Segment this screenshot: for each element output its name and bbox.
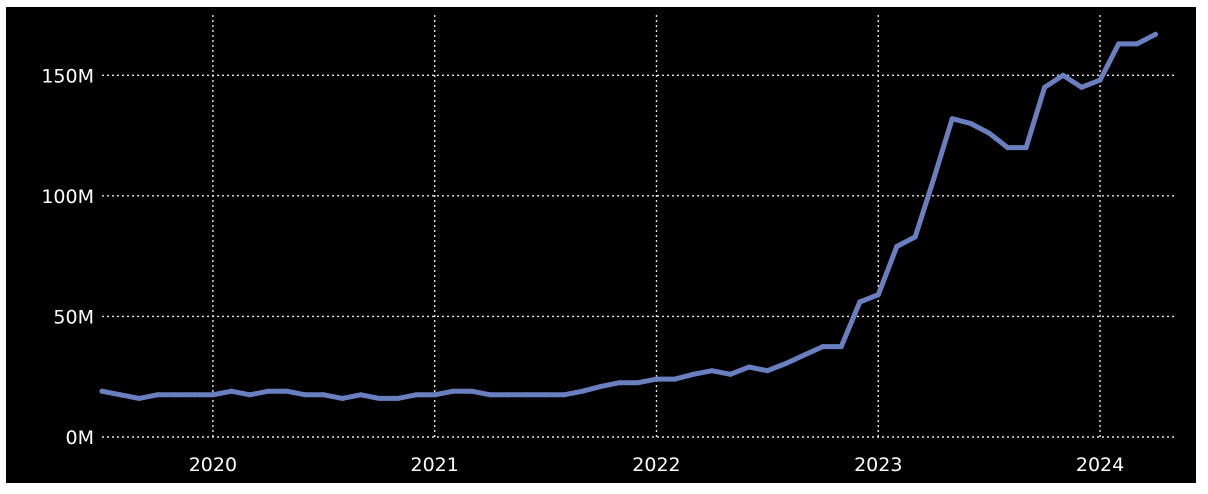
x-tick-label: 2024 (1076, 454, 1124, 476)
data-point (191, 392, 197, 398)
data-point (1042, 84, 1048, 90)
y-axis-labels: 0M 50M 100M 150M (41, 65, 94, 449)
data-point (506, 392, 512, 398)
data-point (1005, 145, 1011, 151)
data-point (1060, 72, 1066, 78)
data-point (469, 388, 475, 394)
data-point (672, 376, 678, 382)
data-point (302, 392, 308, 398)
grid-layer (102, 15, 1174, 438)
data-point (1079, 84, 1085, 90)
y-tick-label: 50M (53, 306, 94, 328)
data-point (1153, 31, 1158, 37)
series-layer (99, 31, 1158, 401)
x-tick-label: 2021 (411, 454, 459, 476)
data-point (99, 388, 105, 394)
data-point (875, 292, 881, 298)
data-point (450, 388, 456, 394)
data-point (136, 395, 142, 401)
data-point (284, 388, 290, 394)
data-point (1097, 77, 1103, 83)
data-point (764, 368, 770, 374)
data-point (154, 392, 160, 398)
x-tick-label: 2020 (189, 454, 237, 476)
data-point (1116, 41, 1122, 47)
chart-panel: 0M 50M 100M 150M 2020 2021 2022 2023 2024 (6, 7, 1196, 483)
data-point (339, 395, 345, 401)
data-point (376, 395, 382, 401)
line-chart: 0M 50M 100M 150M 2020 2021 2022 2023 2024 (41, 15, 1174, 476)
y-tick-label: 150M (41, 65, 94, 87)
data-point (968, 121, 974, 126)
data-point (820, 344, 826, 350)
data-point (746, 364, 752, 370)
data-point (413, 392, 419, 398)
data-point (912, 234, 918, 240)
data-point (617, 380, 622, 386)
data-point (727, 371, 733, 377)
series-line (99, 31, 1158, 401)
data-point (598, 383, 604, 389)
y-tick-label: 100M (41, 186, 94, 208)
y-tick-label: 0M (66, 427, 94, 449)
data-point (118, 392, 123, 398)
data-point (690, 371, 696, 377)
data-point (894, 244, 900, 249)
data-point (358, 392, 364, 398)
data-point (210, 392, 216, 398)
data-point (931, 176, 937, 182)
data-point (654, 376, 659, 382)
data-point (801, 352, 807, 358)
data-point (986, 130, 992, 136)
data-point (265, 388, 271, 394)
data-point (709, 368, 715, 374)
data-point (228, 388, 234, 394)
data-point (838, 344, 844, 350)
data-point (543, 392, 549, 398)
data-point (857, 299, 863, 305)
data-point (783, 361, 789, 366)
data-point (561, 392, 567, 398)
data-point (173, 392, 179, 398)
data-point (432, 392, 438, 398)
data-point (580, 388, 586, 394)
data-point (321, 392, 327, 398)
data-point (635, 380, 641, 386)
data-point (1134, 41, 1140, 47)
x-axis-labels: 2020 2021 2022 2023 2024 (189, 454, 1125, 476)
data-point (524, 392, 530, 398)
data-point (949, 116, 955, 122)
data-point (395, 395, 401, 401)
data-point (487, 392, 493, 398)
x-tick-label: 2022 (632, 454, 680, 476)
data-point (1023, 145, 1029, 151)
x-tick-label: 2023 (854, 454, 902, 476)
data-point (247, 392, 253, 398)
